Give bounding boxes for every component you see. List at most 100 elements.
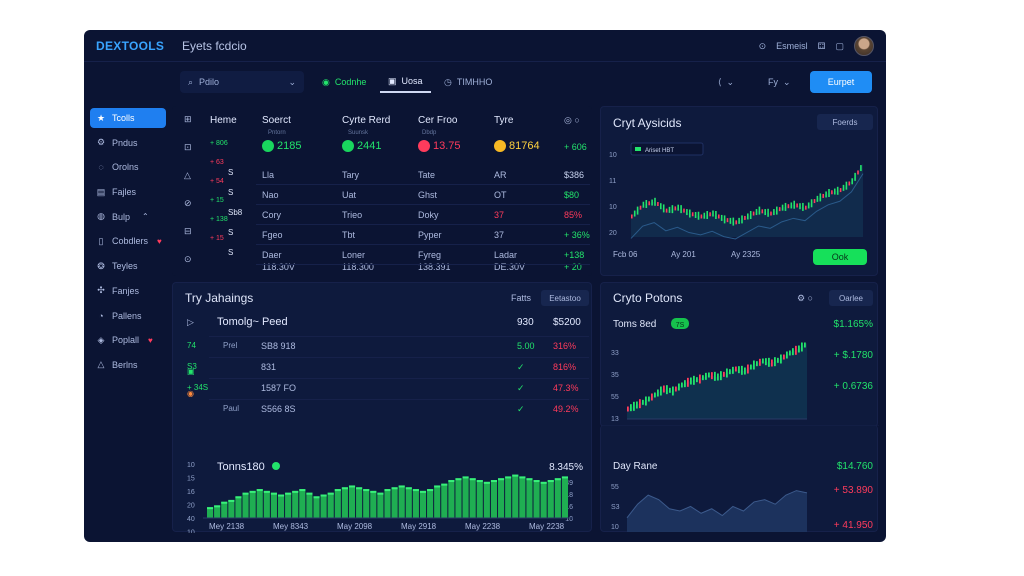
row-icon[interactable]: ⊟: [184, 226, 192, 236]
fy-dropdown[interactable]: Fy ⌄: [760, 71, 799, 93]
window-icon[interactable]: ▢: [835, 40, 844, 51]
row-divider: [209, 357, 589, 358]
heart-icon: ♥: [157, 236, 162, 246]
help-icon[interactable]: ⊙: [758, 40, 767, 51]
x-tick-label: Fcb 06: [613, 250, 638, 259]
candle: [636, 206, 639, 215]
sidebar-item-pallens[interactable]: ◔ Pallens: [90, 306, 166, 326]
row-value[interactable]: S566 8S: [261, 404, 296, 414]
sidebar-item-fanjes[interactable]: ✣ Fanjes: [90, 281, 166, 301]
candle: [755, 209, 758, 216]
brand-logo[interactable]: DEXTOOLS: [96, 39, 165, 53]
sidebar-item-poplall[interactable]: ◈ Poplall ♥: [90, 330, 166, 350]
ok-button[interactable]: Ook: [813, 249, 867, 265]
price-cell[interactable]: 2441: [342, 140, 381, 153]
right-tick-label: 18: [565, 492, 573, 499]
avatar[interactable]: [854, 36, 874, 56]
play-icon[interactable]: ▷: [187, 317, 194, 327]
y-tick-label: 13: [611, 416, 619, 423]
candle: [726, 368, 728, 378]
cell-value: Trieo: [342, 210, 363, 220]
search-input[interactable]: ⌕ Pdilo ⌄: [180, 71, 304, 93]
volume-bar-cap: [242, 492, 249, 495]
volume-bar-cap: [249, 490, 256, 493]
row-prefix: S3: [187, 362, 197, 371]
row-value[interactable]: 831: [261, 362, 277, 372]
volume-bar: [398, 485, 405, 518]
sidebar-item-bulp[interactable]: ◍ Bulp ⌃: [90, 207, 166, 227]
sidebar-item-tcolls[interactable]: ★ Tcolls: [90, 108, 166, 128]
volume-bar-cap: [398, 485, 405, 488]
volume-bar-cap: [235, 496, 242, 499]
star-icon: ★: [96, 112, 106, 123]
price-cell[interactable]: 81764: [494, 140, 540, 153]
sidebar-item-label: Fanjes: [112, 285, 140, 296]
settings-icon[interactable]: ◎ ○: [564, 115, 580, 125]
volume-bar: [221, 501, 228, 518]
row-icon[interactable]: ⊡: [184, 142, 192, 152]
column-header[interactable]: Cyrte Rerd: [342, 115, 391, 126]
row-icon[interactable]: ⊞: [184, 114, 192, 124]
volume-bar-cap: [363, 489, 370, 492]
tab-codnhe[interactable]: ◉ Codnhe: [314, 71, 374, 93]
tab-timhho[interactable]: ◷ TIMHHO: [436, 71, 500, 93]
tab-uosa[interactable]: ▣ Uosa: [380, 71, 431, 93]
candle: [700, 214, 703, 219]
price-cell[interactable]: 2185: [262, 140, 301, 153]
filter-button[interactable]: Foerds: [817, 114, 873, 130]
cell-name[interactable]: Fgeo: [262, 230, 283, 240]
cell-name[interactable]: Cory: [262, 210, 282, 220]
clock-icon: ◷: [444, 76, 452, 87]
volume-bar: [469, 478, 476, 518]
cell-name[interactable]: Nao: [262, 190, 279, 200]
column-header[interactable]: Heme: [210, 115, 237, 126]
series-badge: [671, 318, 689, 329]
candle: [674, 206, 677, 211]
row-icon[interactable]: △: [184, 170, 191, 180]
volume-bar: [235, 496, 242, 518]
candle: [786, 351, 788, 359]
volume-bar-cap: [462, 476, 469, 479]
badge-button[interactable]: Eetastoo: [541, 290, 589, 306]
badge-button[interactable]: Oarlee: [829, 290, 873, 306]
candle: [758, 206, 761, 215]
cell-change: $386: [564, 170, 585, 180]
candle: [709, 212, 711, 217]
legend-box: [630, 142, 704, 156]
fy-label: Fy: [768, 77, 778, 87]
sidebar-item-cobdlers[interactable]: ▯ Cobdlers ♥: [90, 231, 166, 251]
export-button[interactable]: Eurpet: [810, 71, 872, 93]
candle: [702, 375, 704, 381]
price-cell[interactable]: 13.75: [418, 140, 461, 153]
sidebar-item-pndus[interactable]: ⚙ Pndus: [90, 133, 166, 153]
sidebar-item-label: Poplall: [112, 335, 140, 346]
price-value: 81764: [509, 140, 540, 152]
candle: [801, 342, 803, 352]
cell-name[interactable]: Daer: [262, 250, 282, 260]
settings-icon[interactable]: ⚙ ○: [797, 293, 814, 303]
row-icon[interactable]: ⊙: [184, 254, 192, 264]
panel-title: Try Jahaings: [185, 291, 254, 305]
share-button[interactable]: ⟨ ⌄: [710, 71, 742, 93]
panel-title: Cryt Aysicids: [613, 116, 682, 130]
row-icon[interactable]: ⊘: [184, 198, 192, 208]
right-tick-label: 10: [565, 516, 573, 523]
column-header[interactable]: Soerct: [262, 115, 291, 126]
cell-name[interactable]: Lla: [262, 170, 275, 180]
candle: [715, 211, 717, 219]
cell-value: Doky: [418, 210, 439, 220]
sidebar-item-berlns[interactable]: △ Berlns: [90, 355, 166, 375]
gift-icon[interactable]: ⚃: [817, 40, 826, 51]
search-placeholder: Pdilo: [199, 77, 220, 87]
sidebar-item-fajles[interactable]: ▤ Fajles: [90, 182, 166, 202]
candle: [627, 406, 629, 412]
row-value[interactable]: SB8 918: [261, 341, 296, 351]
help-label[interactable]: Esmeisl: [776, 41, 808, 51]
sidebar-item-teyles[interactable]: ❂ Teyles: [90, 256, 166, 276]
row-value[interactable]: 1587 FO: [261, 383, 297, 393]
column-header[interactable]: Cer Froo: [418, 115, 458, 126]
volume-bar: [512, 474, 519, 518]
column-header[interactable]: Tyre: [494, 115, 514, 126]
sidebar-item-orolns[interactable]: ◌ Orolns: [90, 157, 166, 177]
